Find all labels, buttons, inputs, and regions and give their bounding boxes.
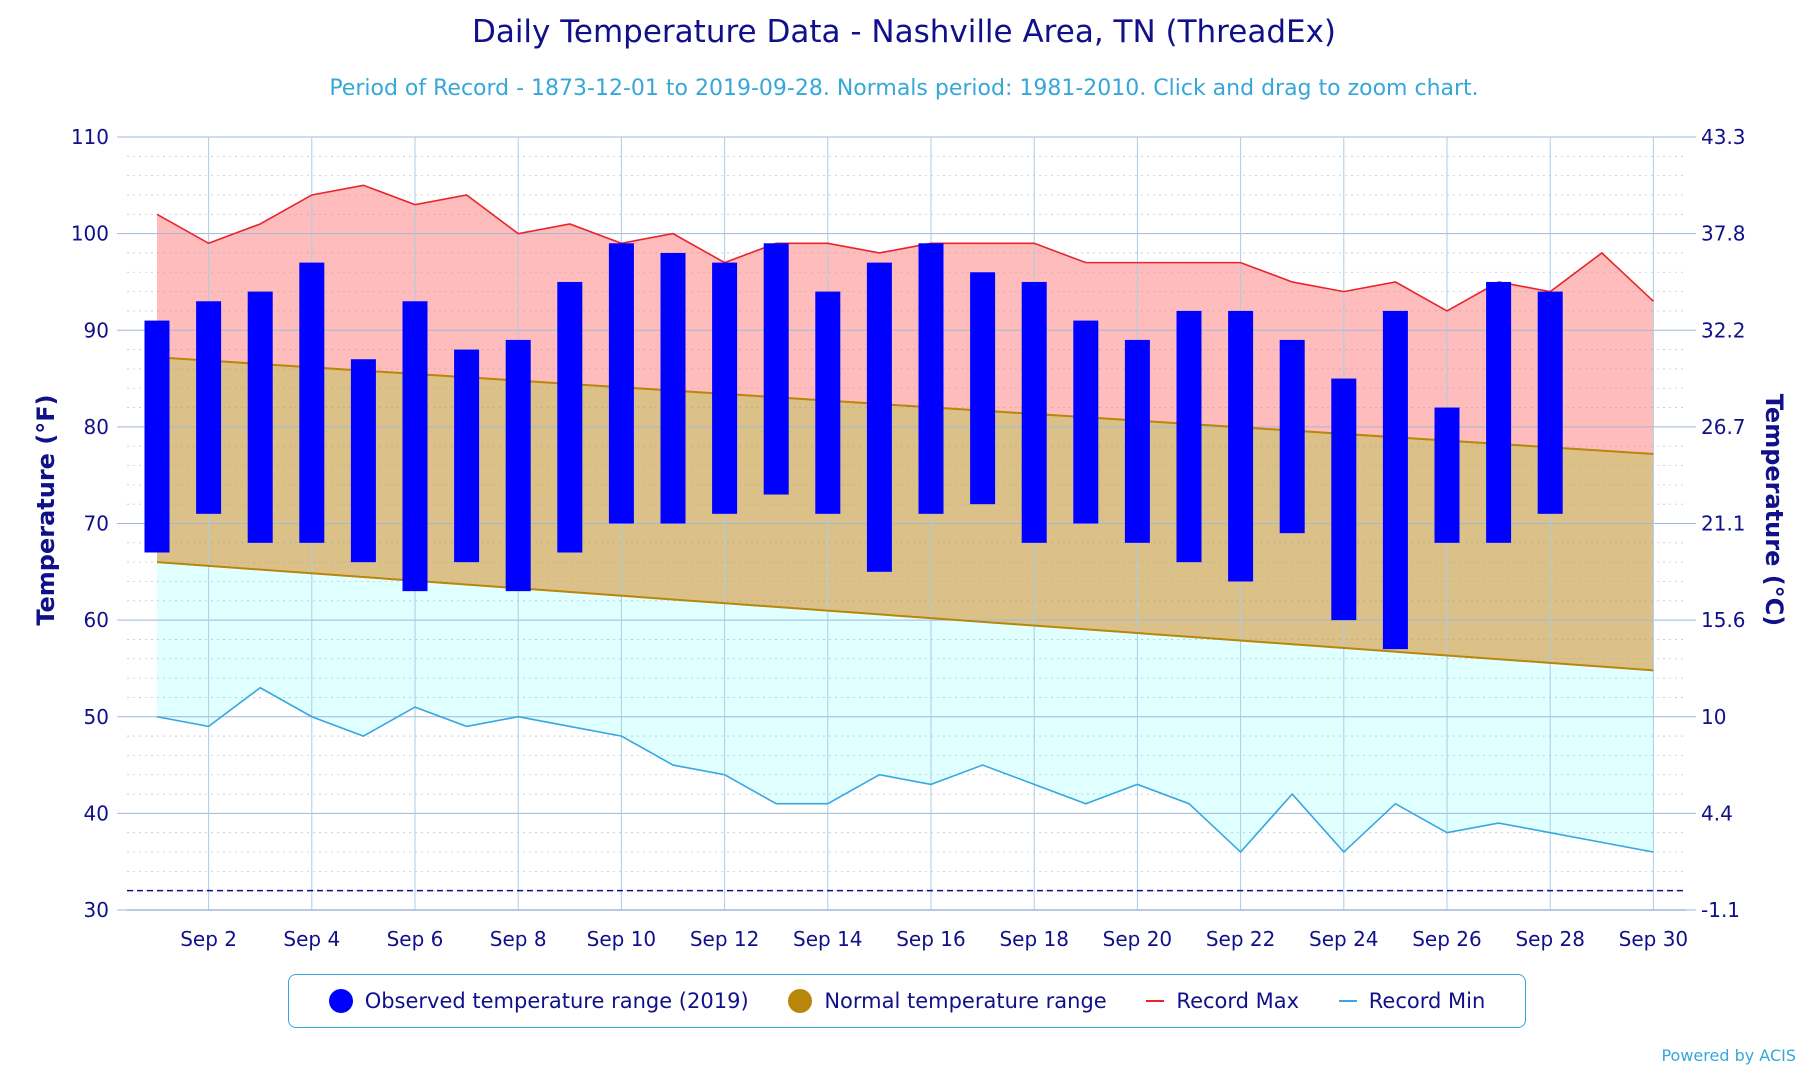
- legend-item-record-min[interactable]: Record Min: [1338, 989, 1486, 1013]
- observed-bar: [299, 262, 325, 543]
- observed-bar: [454, 349, 480, 563]
- normal-swatch-icon: [788, 989, 813, 1013]
- observed-swatch-icon: [328, 989, 353, 1013]
- record-min-line: [156, 686, 1654, 854]
- record-max-swatch-icon: [1146, 1000, 1165, 1002]
- observed-bar: [557, 281, 583, 553]
- observed-bar: [1124, 339, 1150, 543]
- x-tick-label: Sep 20: [1103, 927, 1173, 951]
- right-tick-label: 4.4: [1701, 801, 1733, 825]
- x-tick-label: Sep 4: [283, 927, 340, 951]
- x-tick-label: Sep 22: [1206, 927, 1276, 951]
- observed-bars: [144, 243, 1563, 650]
- y-axis-label-right: Temperature (°C): [1760, 393, 1788, 627]
- powered-by-credit[interactable]: Powered by ACIS: [1661, 1046, 1796, 1065]
- observed-bar: [144, 320, 170, 553]
- legend-item-normal[interactable]: Normal temperature range: [788, 989, 1107, 1013]
- left-tick-label: 100: [71, 222, 109, 246]
- observed-bar: [1331, 378, 1357, 621]
- legend-label-observed: Observed temperature range (2019): [364, 989, 749, 1013]
- x-tick-label: Sep 8: [490, 927, 547, 951]
- x-tick-label: Sep 14: [793, 927, 863, 951]
- right-tick-label: -1.1: [1701, 898, 1740, 922]
- normal-area: [157, 357, 1654, 671]
- observed-bar: [1021, 281, 1047, 543]
- record-min-swatch-icon: [1338, 1000, 1357, 1002]
- observed-bar: [608, 243, 634, 524]
- observed-bar: [1073, 320, 1099, 524]
- x-tick-label: Sep 2: [180, 927, 237, 951]
- observed-bar: [1228, 310, 1254, 582]
- observed-bar: [660, 252, 686, 524]
- legend-item-record-max[interactable]: Record Max: [1146, 989, 1299, 1013]
- right-axis-ticks: -1.1 4.4 10 15.6 21.1 26.7 32.2 37.8 43.3: [1686, 125, 1746, 922]
- left-tick-label: 80: [84, 415, 109, 439]
- left-tick-label: 60: [84, 608, 109, 632]
- right-tick-label: 15.6: [1701, 608, 1746, 632]
- observed-bar: [918, 243, 944, 514]
- observed-bar: [1279, 339, 1305, 534]
- observed-bar: [196, 301, 222, 514]
- left-tick-label: 90: [84, 318, 109, 342]
- record-max-line: [156, 184, 1654, 312]
- observed-bar: [815, 291, 841, 514]
- observed-bar: [970, 272, 996, 505]
- right-tick-label: 43.3: [1701, 125, 1746, 149]
- observed-bar: [1537, 291, 1563, 514]
- observed-bar: [1486, 281, 1512, 543]
- left-tick-label: 110: [71, 125, 109, 149]
- legend-label-record-max: Record Max: [1176, 989, 1300, 1013]
- x-axis-ticks: Sep 2 Sep 4 Sep 6 Sep 8 Sep 10 Sep 12 Sep 14 Se…: [180, 927, 1688, 951]
- x-tick-label: Sep 24: [1309, 927, 1379, 951]
- right-tick-label: 32.2: [1701, 318, 1746, 342]
- right-tick-label: 10: [1701, 705, 1726, 729]
- observed-bar: [1434, 407, 1460, 543]
- observed-bar: [1176, 310, 1202, 563]
- right-tick-label: 26.7: [1701, 415, 1746, 439]
- record-lines: [156, 184, 1654, 854]
- left-tick-label: 50: [84, 705, 109, 729]
- x-tick-label: Sep 10: [587, 927, 657, 951]
- record-max-area: [157, 185, 1654, 454]
- observed-bar: [1382, 310, 1408, 650]
- chart-title: Daily Temperature Data - Nashville Area,…: [471, 14, 1337, 50]
- left-axis-ticks: 30 40 50 60 70 80 90 100 110: [71, 125, 127, 922]
- x-tick-label: Sep 28: [1515, 927, 1585, 951]
- chart-subtitle: Period of Record - 1873-12-01 to 2019-09…: [329, 76, 1479, 101]
- legend-label-normal: Normal temperature range: [824, 989, 1107, 1013]
- observed-bar: [505, 339, 531, 592]
- x-tick-label: Sep 18: [999, 927, 1069, 951]
- observed-bar: [402, 301, 428, 592]
- grid-lines: [127, 136, 1686, 911]
- observed-bar: [712, 262, 738, 514]
- x-tick-label: Sep 6: [387, 927, 444, 951]
- left-tick-label: 40: [84, 801, 109, 825]
- legend-label-record-min: Record Min: [1368, 989, 1486, 1013]
- left-tick-label: 70: [84, 512, 109, 536]
- y-axis-label-left: Temperature (°F): [32, 394, 60, 626]
- right-tick-label: 21.1: [1701, 512, 1746, 536]
- observed-bar: [763, 243, 789, 495]
- left-tick-label: 30: [84, 898, 109, 922]
- x-tick-label: Sep 30: [1619, 927, 1689, 951]
- observed-bar: [350, 359, 376, 563]
- range-fills: [157, 185, 1654, 853]
- observed-bar: [247, 291, 273, 543]
- right-tick-label: 37.8: [1701, 222, 1746, 246]
- x-tick-label: Sep 12: [690, 927, 760, 951]
- x-tick-label: Sep 26: [1412, 927, 1482, 951]
- x-tick-label: Sep 16: [896, 927, 966, 951]
- observed-bar: [866, 262, 892, 572]
- legend: Observed temperature range (2019) Normal…: [288, 974, 1526, 1028]
- record-min-area: [157, 562, 1654, 853]
- legend-item-observed[interactable]: Observed temperature range (2019): [328, 989, 749, 1013]
